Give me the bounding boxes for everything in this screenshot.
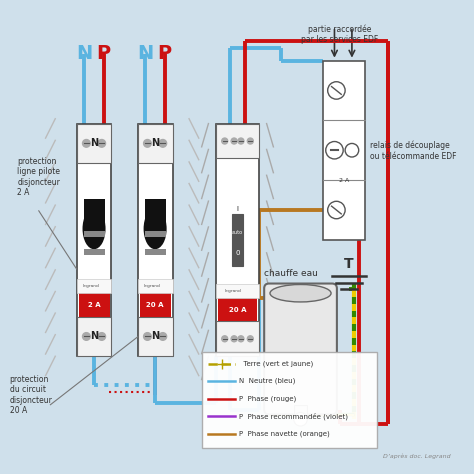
Ellipse shape (144, 208, 167, 249)
Bar (145, 231, 165, 237)
Text: N  Neutre (bleu): N Neutre (bleu) (239, 378, 295, 384)
Text: legrand: legrand (144, 284, 161, 289)
Text: I: I (237, 206, 238, 212)
Text: 2 A: 2 A (339, 178, 349, 182)
Bar (216, 321, 259, 356)
Text: protection
ligne pilote
disjoncteur
2 A: protection ligne pilote disjoncteur 2 A (18, 157, 61, 197)
Text: chauffe eau: chauffe eau (264, 269, 318, 278)
Bar (145, 199, 165, 229)
Text: P  Phase (rouge): P Phase (rouge) (239, 395, 296, 402)
Text: 0: 0 (235, 250, 240, 255)
Circle shape (98, 333, 106, 340)
Circle shape (144, 139, 151, 147)
Bar (140, 293, 171, 317)
Circle shape (222, 336, 228, 342)
Circle shape (247, 138, 253, 144)
Text: N: N (137, 44, 154, 63)
Text: P  Phase recommandée (violet): P Phase recommandée (violet) (239, 412, 348, 420)
Text: auto: auto (232, 230, 243, 235)
Bar (83, 231, 104, 237)
Circle shape (98, 139, 106, 147)
Circle shape (247, 336, 253, 342)
Text: 20 A: 20 A (229, 307, 246, 313)
Bar (216, 124, 259, 356)
Text: protection
du circuit
disjoncteur
20 A: protection du circuit disjoncteur 20 A (9, 375, 53, 415)
FancyBboxPatch shape (264, 283, 337, 414)
Text: N: N (76, 44, 92, 63)
Bar (77, 280, 111, 293)
Text: D’après doc. Legrand: D’après doc. Legrand (383, 454, 451, 459)
Ellipse shape (82, 208, 106, 249)
Bar (323, 61, 365, 240)
Bar (294, 405, 307, 416)
Text: P  Phase navette (orange): P Phase navette (orange) (239, 430, 330, 437)
Text: P: P (97, 44, 111, 63)
Bar (137, 124, 173, 356)
Circle shape (222, 138, 228, 144)
Bar (216, 284, 259, 298)
Bar (137, 317, 173, 356)
Bar (216, 124, 259, 158)
Bar (137, 280, 173, 293)
Circle shape (82, 333, 90, 340)
Text: N: N (90, 331, 98, 341)
Text: N: N (90, 138, 98, 148)
Bar (77, 317, 111, 356)
Bar (79, 293, 109, 317)
Ellipse shape (270, 284, 331, 302)
Text: 20 A: 20 A (146, 302, 164, 308)
Text: relais de découplage
ou télécommande EDF: relais de découplage ou télécommande EDF (370, 141, 457, 161)
Circle shape (159, 139, 167, 147)
Bar (137, 124, 173, 163)
Bar (145, 249, 165, 255)
Circle shape (294, 412, 307, 426)
Bar (202, 352, 377, 448)
Circle shape (231, 138, 237, 144)
Text: legrand: legrand (82, 284, 100, 289)
Bar (77, 124, 111, 163)
Bar (77, 124, 111, 356)
Text: P: P (158, 44, 172, 63)
Circle shape (159, 333, 167, 340)
Bar (218, 298, 257, 321)
Text: 2 A: 2 A (88, 302, 100, 308)
Bar (83, 249, 104, 255)
Circle shape (238, 138, 244, 144)
Text: legrand: legrand (224, 289, 241, 293)
Circle shape (144, 333, 151, 340)
Circle shape (238, 336, 244, 342)
Circle shape (231, 336, 237, 342)
Circle shape (82, 139, 90, 147)
Text: N: N (151, 138, 159, 148)
Bar (231, 214, 244, 265)
Text: T: T (344, 257, 354, 271)
Text: N: N (151, 331, 159, 341)
Bar (83, 199, 104, 229)
Text: Terre (vert et jaune): Terre (vert et jaune) (239, 360, 313, 367)
Text: partie raccordée
par les services EDF: partie raccordée par les services EDF (301, 25, 378, 45)
